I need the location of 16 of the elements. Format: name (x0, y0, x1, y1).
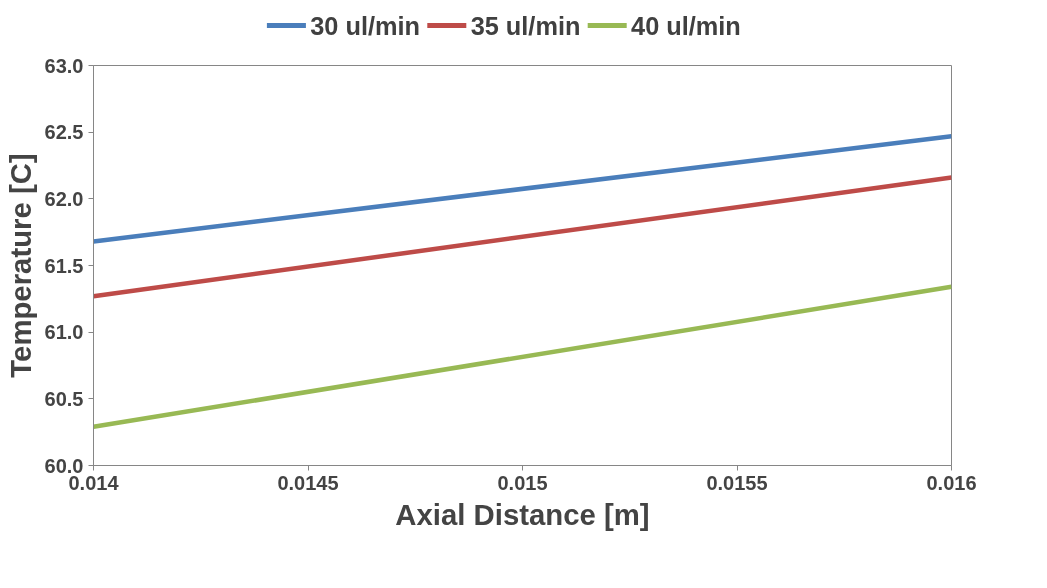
x-tick-label: 0.0145 (277, 471, 339, 494)
x-tick-label: 0.0155 (706, 471, 768, 494)
y-tick-label: 63.0 (44, 54, 84, 77)
legend-label: 40 ul/min (631, 11, 741, 40)
y-tick-label: 60.5 (44, 387, 84, 410)
y-tick-label: 62.0 (44, 187, 84, 210)
y-tick-label: 62.5 (44, 121, 84, 144)
legend-label: 30 ul/min (310, 11, 421, 40)
y-tick-label: 61.0 (44, 321, 84, 344)
x-tick-label: 0.016 (926, 471, 977, 494)
y-tick-label: 61.5 (44, 254, 84, 277)
x-tick-label: 0.015 (497, 471, 548, 494)
x-axis-title: Axial Distance [m] (395, 497, 650, 531)
y-tick-label: 60.0 (44, 454, 84, 477)
legend-label: 35 ul/min (470, 11, 581, 40)
y-axis-title: Temperature [C] (3, 153, 37, 378)
